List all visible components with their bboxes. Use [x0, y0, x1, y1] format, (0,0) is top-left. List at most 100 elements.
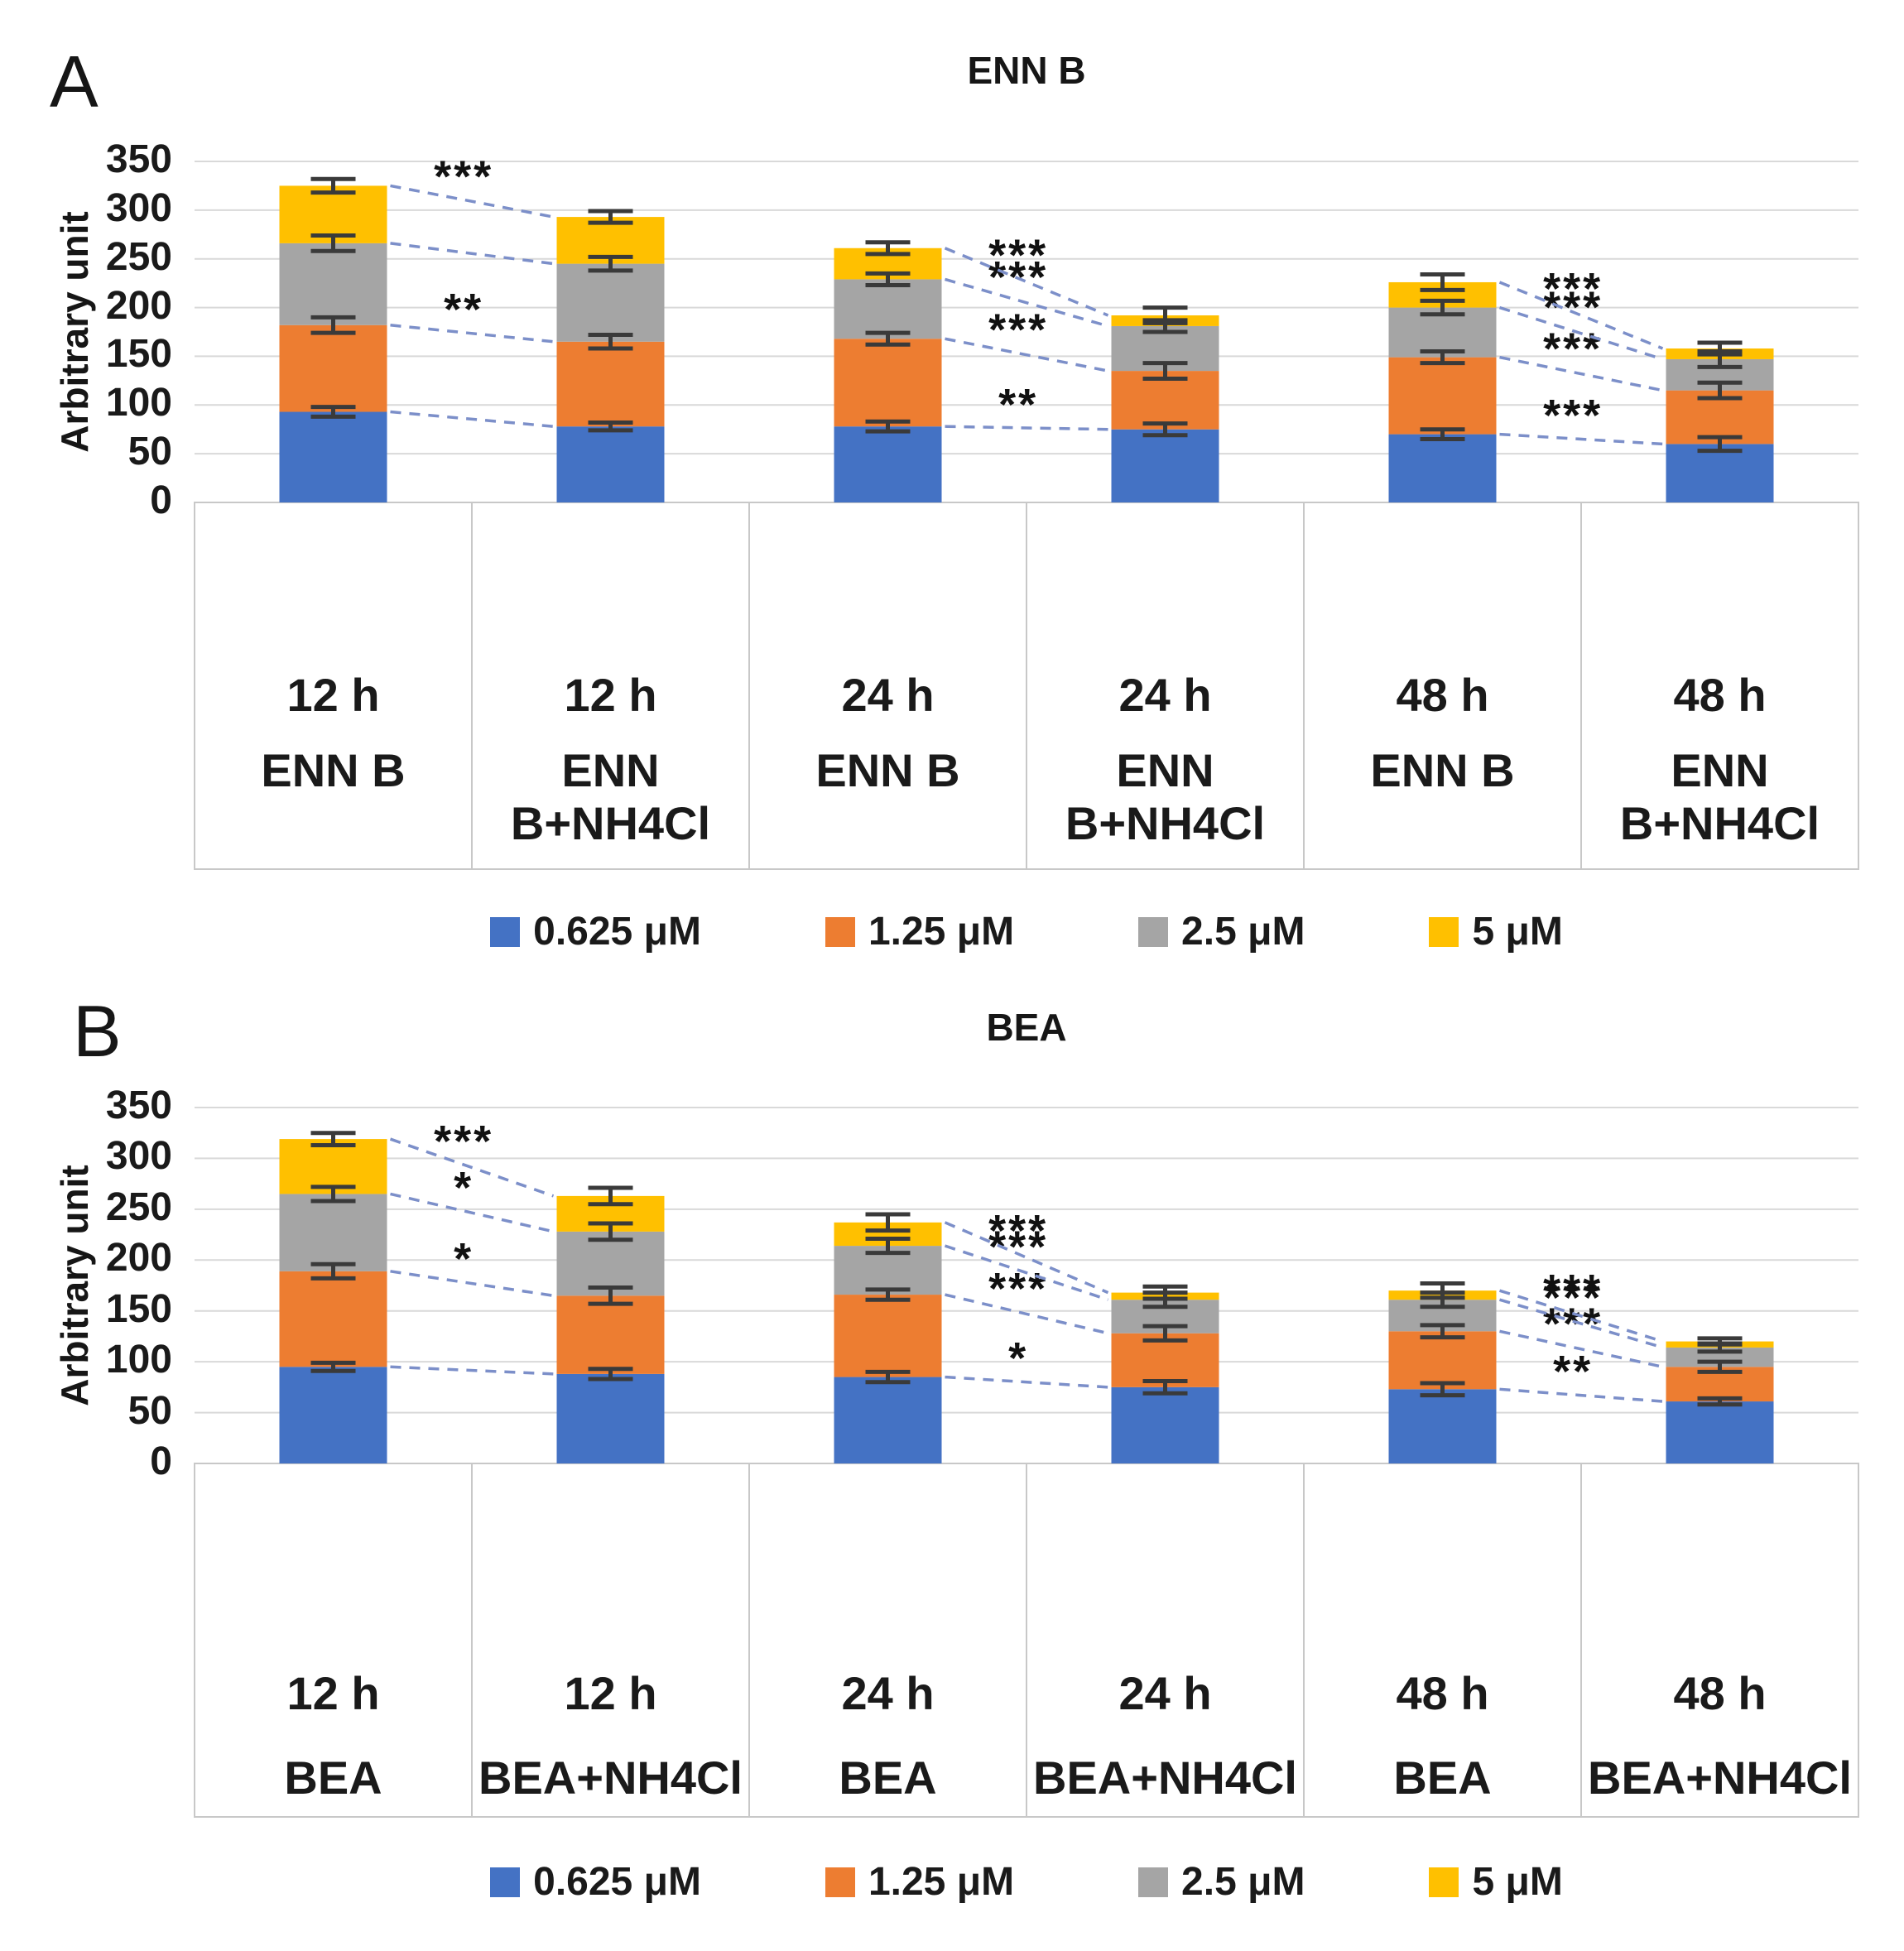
- y-tick-label: 300: [105, 185, 172, 230]
- error-bar: [1420, 298, 1465, 317]
- error-bar: [310, 1360, 356, 1373]
- legend-swatch: [490, 1867, 521, 1897]
- error-bar: [865, 1287, 911, 1302]
- legend-swatch: [1429, 1867, 1459, 1897]
- error-bar: [1142, 361, 1188, 382]
- significance-stars: ***: [1543, 1266, 1603, 1315]
- significance-line: [945, 337, 1108, 372]
- error-bar: [588, 254, 633, 273]
- bar-segment: [1666, 1401, 1774, 1463]
- error-bar: [1420, 1323, 1465, 1340]
- error-bar: [310, 176, 356, 195]
- category-treatment-label: ENN B: [815, 744, 960, 796]
- bar-segment: [556, 1373, 665, 1463]
- y-tick-label: 50: [127, 1388, 172, 1433]
- category-time-label: 48 h: [1396, 1667, 1489, 1719]
- category-time-label: 12 h: [286, 669, 380, 721]
- bar-segment: [556, 341, 665, 427]
- bar-segment: [834, 339, 942, 427]
- error-bar: [588, 1367, 633, 1382]
- y-tick-label: 300: [105, 1134, 172, 1179]
- significance-stars: ***: [1543, 324, 1603, 374]
- bar-segment: [1111, 1386, 1219, 1463]
- significance-stars: ***: [434, 1117, 493, 1166]
- significance-line: [1499, 432, 1663, 446]
- error-bar: [1142, 1324, 1188, 1343]
- error-bar: [1697, 380, 1743, 401]
- error-bar: [865, 271, 911, 287]
- category-treatment-label: ENN B+NH4Cl: [1619, 744, 1820, 849]
- significance-stars: *: [454, 1234, 474, 1284]
- bar-segment: [834, 1295, 942, 1377]
- bar-segment: [279, 324, 387, 412]
- category-treatment-label: BEA: [284, 1752, 382, 1804]
- error-bar: [1697, 340, 1743, 357]
- bar-segment: [556, 263, 665, 342]
- category-treatment-label: BEA: [839, 1752, 937, 1804]
- error-bar: [1420, 349, 1465, 366]
- y-tick-label: 200: [105, 283, 172, 328]
- significance-line: [944, 247, 1109, 317]
- error-bar: [310, 1185, 356, 1204]
- significance-stars: ***: [434, 151, 493, 201]
- category-treatment-label: BEA: [1393, 1752, 1492, 1804]
- panel-b-title: BEA: [986, 1006, 1067, 1049]
- bar-segment: [279, 1194, 387, 1271]
- significance-line: [390, 1192, 554, 1233]
- bar-segment: [279, 411, 387, 502]
- error-bar: [1142, 1378, 1188, 1396]
- significance-stars: ***: [1543, 1300, 1603, 1349]
- error-bar: [310, 1261, 356, 1281]
- y-tick-label: 100: [105, 381, 172, 425]
- legend-swatch: [825, 1867, 855, 1897]
- y-tick-label: 350: [105, 137, 172, 181]
- significance-stars: ***: [1543, 283, 1603, 333]
- error-bar: [865, 1236, 911, 1256]
- legend-swatch: [1138, 1867, 1169, 1897]
- category-time-label: 12 h: [564, 669, 657, 721]
- category-treatment-label: BEA+NH4Cl: [478, 1752, 743, 1804]
- error-bar: [310, 233, 356, 253]
- legend-item: 0.625 μM: [490, 1859, 701, 1905]
- legend-label: 1.25 μM: [868, 910, 1015, 954]
- bar-segment: [1388, 1389, 1497, 1463]
- legend-item: 5 μM: [1429, 909, 1563, 954]
- significance-stars: **: [998, 380, 1038, 430]
- bar-segment: [1111, 429, 1219, 502]
- significance-line: [945, 1293, 1108, 1335]
- significance-stars: *: [1008, 1334, 1028, 1383]
- error-bar: [1697, 1359, 1743, 1374]
- category-time-label: 12 h: [286, 1667, 380, 1719]
- error-bar: [865, 330, 911, 347]
- legend-label: 1.25 μM: [868, 1860, 1015, 1904]
- error-bar: [588, 1221, 633, 1242]
- error-bar: [1420, 272, 1465, 292]
- error-bar: [1420, 427, 1465, 441]
- significance-stars: ***: [988, 305, 1048, 355]
- legend-label: 2.5 μM: [1181, 1860, 1305, 1904]
- significance-stars: ***: [1543, 391, 1603, 440]
- bar-segment: [1388, 434, 1497, 502]
- bar-segment: [834, 1377, 942, 1463]
- error-bar: [1697, 1396, 1743, 1407]
- category-treatment-label: ENN B+NH4Cl: [510, 744, 711, 849]
- error-bar: [310, 1131, 356, 1147]
- error-bar: [1142, 305, 1188, 325]
- significance-stars: ***: [1543, 264, 1603, 314]
- bar-segment: [556, 1295, 665, 1374]
- bar-segment: [1666, 444, 1774, 502]
- legend-label: 0.625 μM: [533, 910, 701, 954]
- error-bar: [865, 1212, 911, 1233]
- category-time-label: 48 h: [1673, 669, 1767, 721]
- legend-swatch: [825, 916, 855, 947]
- significance-line: [1499, 1329, 1663, 1368]
- significance-line: [1498, 305, 1664, 361]
- significance-line: [390, 1270, 554, 1298]
- legend-item: 1.25 μM: [825, 909, 1014, 954]
- error-bar: [1142, 1284, 1188, 1301]
- significance-stars: ***: [988, 1206, 1048, 1256]
- significance-line: [944, 1244, 1109, 1301]
- significance-line: [1499, 1387, 1663, 1403]
- panel-a-letter: A: [50, 41, 99, 123]
